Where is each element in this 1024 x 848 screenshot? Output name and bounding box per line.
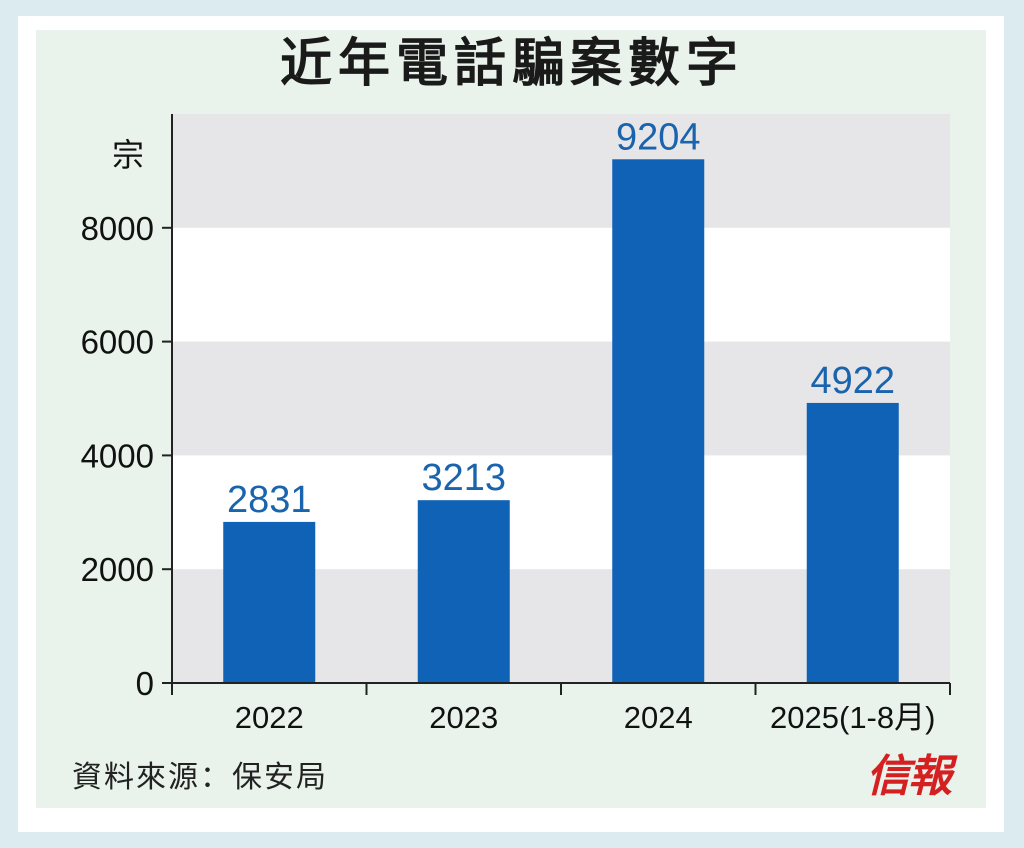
bar	[417, 500, 510, 683]
source-note: 資料來源：保安局	[72, 760, 328, 795]
y-tick-label: 6000	[81, 324, 154, 361]
y-tick-label: 4000	[81, 437, 154, 474]
grid-band	[172, 114, 950, 228]
chart-title: 近年電話騙案數字	[279, 34, 744, 94]
x-tick-label: 2024	[624, 700, 693, 735]
bar	[612, 159, 705, 683]
x-tick-label: 2022	[235, 700, 304, 735]
data-label: 3213	[421, 457, 506, 499]
bar	[806, 402, 899, 683]
x-tick-label: 2023	[429, 700, 498, 735]
data-label: 9204	[616, 116, 701, 158]
bar	[223, 521, 316, 683]
data-label: 4922	[810, 360, 895, 402]
data-label: 2831	[227, 479, 312, 521]
x-tick-label: 2025(1-8月)	[770, 700, 935, 735]
y-axis-unit: 宗	[112, 136, 144, 174]
y-tick-label: 8000	[81, 210, 154, 247]
y-tick-label: 0	[136, 665, 154, 702]
publisher-logo: 信報	[866, 751, 952, 802]
y-tick-label: 2000	[81, 551, 154, 588]
